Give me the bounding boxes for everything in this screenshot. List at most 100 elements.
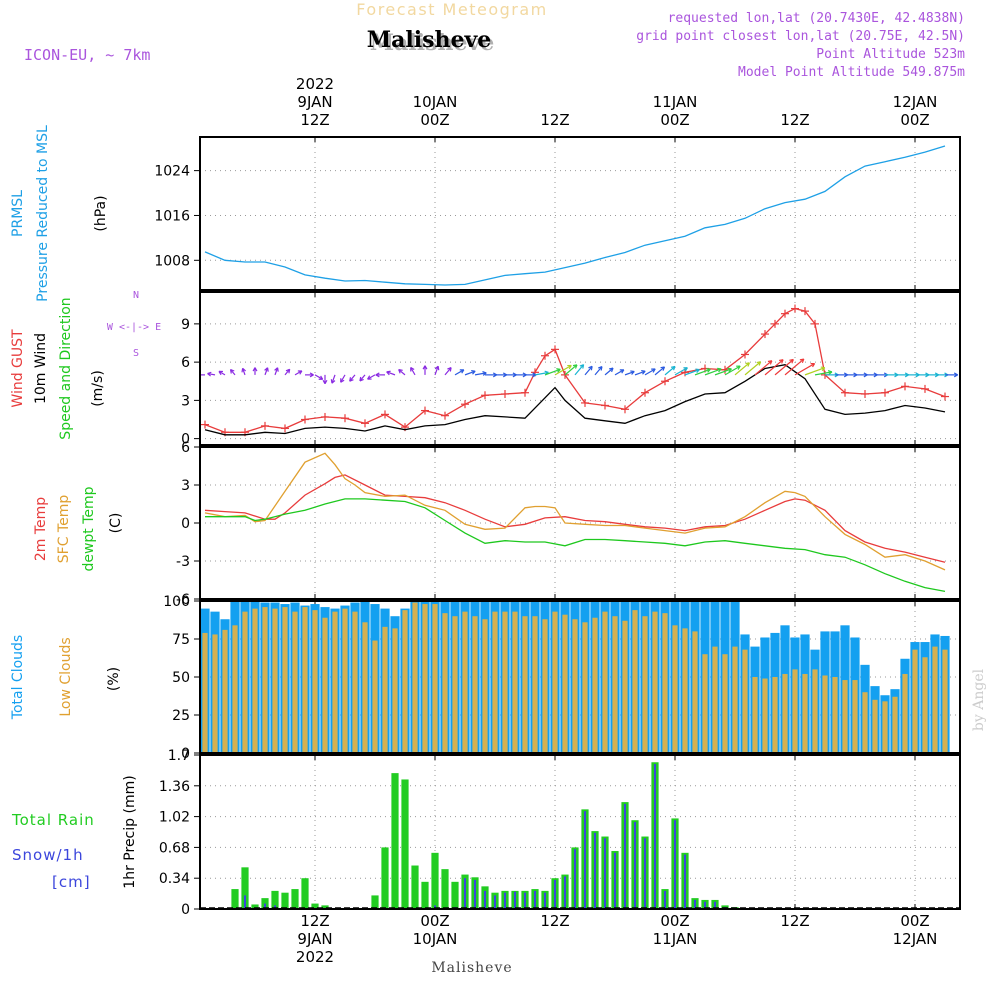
gust-marker: [741, 350, 749, 359]
bottom-axis-label: 00Z: [900, 912, 929, 930]
wind-arrow: [495, 372, 508, 378]
wind-arrow: [584, 365, 593, 376]
location-title: Malisheve: [367, 27, 491, 53]
footer-location: Malisheve: [431, 960, 512, 976]
panel-frame: [199, 136, 961, 291]
top-axis-label: 9JAN: [297, 93, 332, 111]
wind-arrow-head: [375, 372, 380, 376]
wind-arrow: [674, 367, 688, 376]
left-series-label: [cm]: [52, 873, 91, 891]
rain-bar: [401, 779, 409, 909]
y-tick-label: 25: [172, 708, 190, 724]
wind-arrow-head: [367, 375, 371, 380]
series-line-pressure: [204, 145, 946, 286]
low-cloud-bar: [772, 677, 778, 753]
gust-marker: [801, 307, 809, 316]
gust-marker: [301, 415, 309, 424]
snow-bar: [654, 764, 656, 909]
wind-arrow-shaft: [674, 367, 688, 376]
low-cloud-bar: [802, 673, 808, 753]
wind-arrow-head: [621, 369, 625, 374]
wind-arrow-head: [662, 366, 666, 371]
low-cloud-bar: [512, 611, 518, 753]
wind-arrow-shaft: [544, 368, 561, 376]
wind-arrow: [614, 369, 625, 376]
series-line-wind-gust: [204, 307, 946, 433]
wind-arrow: [704, 367, 722, 376]
low-cloud-bar: [462, 611, 468, 753]
snow-bar: [574, 849, 576, 909]
gust-marker: [921, 384, 929, 393]
top-axis-label: 12Z: [780, 111, 809, 129]
wind-arrow: [714, 367, 732, 376]
wind-arrow: [594, 366, 603, 376]
wind-arrow: [804, 366, 826, 376]
left-series-label: Total Clouds: [10, 635, 26, 720]
gust-marker: [461, 400, 469, 409]
wind-arrow: [485, 372, 498, 378]
wind-arrow: [314, 374, 324, 380]
y-axis-label: 1hr Precip (mm): [122, 775, 138, 888]
wind-arrow: [207, 371, 216, 377]
wind-arrow: [505, 372, 517, 378]
rain-bar: [411, 865, 419, 909]
plot-area-precip: [200, 762, 960, 909]
wind-arrow-head: [386, 370, 391, 373]
wind-arrow: [774, 358, 794, 376]
y-axis-label: (%): [106, 667, 122, 691]
wind-arrow: [744, 361, 762, 376]
y-tick-label: 1.36: [159, 779, 190, 795]
snow-bar: [474, 880, 476, 909]
gust-marker: [421, 406, 429, 415]
wind-arrow: [544, 368, 561, 376]
wind-arrow: [525, 372, 537, 378]
low-cloud-bar: [522, 616, 528, 753]
wind-arrow-head: [574, 364, 578, 369]
low-cloud-bar: [692, 631, 698, 753]
wind-arrow-head: [737, 365, 741, 370]
wind-arrow-shaft: [464, 370, 476, 376]
wind-arrow: [604, 367, 614, 376]
snow-bar: [594, 832, 596, 909]
wind-arrow: [367, 374, 376, 380]
wind-arrow-shaft: [644, 368, 656, 376]
y-tick-label: 0.68: [159, 840, 190, 856]
y-tick-label: 0: [181, 746, 190, 762]
low-cloud-bar: [382, 626, 388, 753]
rain-bar: [251, 904, 259, 909]
gust-marker: [901, 382, 909, 391]
low-cloud-bar: [302, 607, 308, 753]
y-tick-label: 0: [181, 902, 190, 918]
gust-marker: [861, 390, 869, 398]
bottom-axis-label: 9JAN: [297, 930, 332, 948]
wind-arrow-head: [424, 365, 428, 370]
low-cloud-bar: [202, 632, 208, 753]
low-cloud-bar: [782, 673, 788, 753]
wind-arrow-head: [398, 368, 403, 371]
low-cloud-bar: [712, 646, 718, 753]
low-cloud-bar: [292, 611, 298, 753]
low-cloud-bar: [912, 649, 918, 753]
wind-arrow-head: [631, 371, 635, 375]
low-cloud-bar: [742, 649, 748, 753]
y-tick-label: 3: [181, 478, 190, 494]
low-cloud-bar: [882, 701, 888, 753]
left-series-label: Low Clouds: [58, 637, 74, 716]
low-cloud-bar: [212, 634, 218, 753]
low-cloud-bar: [722, 654, 728, 753]
top-axis-label: 2022: [296, 75, 334, 93]
wind-arrow-head: [254, 367, 258, 372]
low-cloud-bar: [732, 646, 738, 753]
low-cloud-bar: [252, 608, 258, 753]
wind-arrow: [284, 368, 291, 376]
wind-arrow-shaft: [684, 369, 700, 376]
wind-arrow-head: [267, 367, 269, 372]
y-tick-label: -3: [176, 554, 190, 570]
snow-bar: [494, 895, 496, 909]
wind-arrow: [386, 370, 396, 376]
wind-arrow-shaft: [604, 367, 614, 376]
snow-bar: [504, 892, 506, 909]
low-cloud-bar: [562, 614, 568, 753]
low-cloud-bar: [242, 611, 248, 753]
wind-arrow-shaft: [359, 374, 366, 382]
